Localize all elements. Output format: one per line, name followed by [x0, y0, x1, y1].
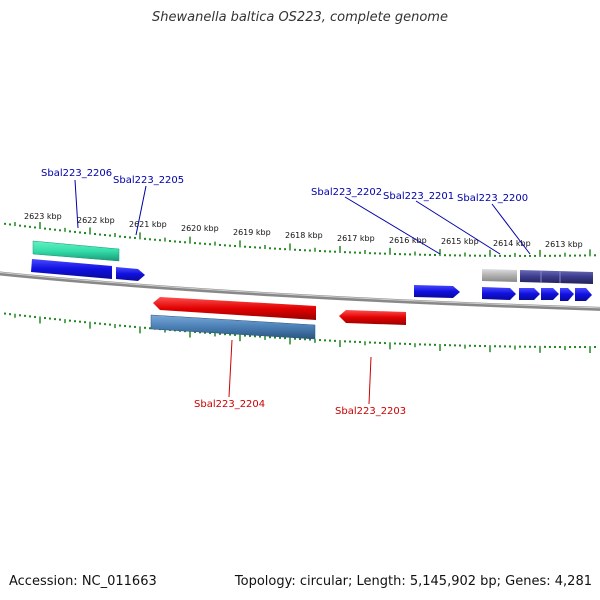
gene-arrow-forward[interactable] [560, 288, 574, 301]
map-title: Shewanella baltica OS223, complete genom… [152, 10, 448, 25]
gene-arrow-forward[interactable] [575, 288, 592, 301]
leader-line [74, 179, 79, 229]
top-scale-ticks [4, 222, 596, 257]
pseudo-gene-feature[interactable] [482, 269, 517, 282]
gene-arrow-sbal223-2206[interactable] [31, 259, 112, 279]
kbp-label: 2620 kbp [181, 224, 219, 233]
gene-label-sbal223-2204[interactable]: Sbal223_2204 [194, 399, 265, 410]
gene-labels: Sbal223_2206 Sbal223_2205 Sbal223_2202 S… [41, 168, 528, 417]
gene-label-sbal223-2202[interactable]: Sbal223_2202 [311, 187, 382, 198]
operon-feature-sbal223-2200[interactable] [520, 270, 593, 284]
kbp-label: 2619 kbp [233, 228, 271, 237]
gene-label-sbal223-2203[interactable]: Sbal223_2203 [335, 406, 406, 417]
kbp-label: 2621 kbp [129, 220, 167, 229]
leader-line [415, 200, 501, 255]
gene-arrow-forward[interactable] [541, 288, 559, 300]
leader-line [135, 185, 147, 236]
gene-label-sbal223-2200[interactable]: Sbal223_2200 [457, 193, 528, 204]
kbp-scale-labels: 2623 kbp 2622 kbp 2621 kbp 2620 kbp 2619… [24, 212, 583, 249]
kbp-label: 2623 kbp [24, 212, 62, 221]
kbp-label: 2614 kbp [493, 239, 531, 248]
gene-label-sbal223-2205[interactable]: Sbal223_2205 [113, 175, 184, 186]
leader-line [228, 339, 233, 398]
kbp-label: 2613 kbp [545, 240, 583, 249]
genome-summary-text: Topology: circular; Length: 5,145,902 bp… [234, 574, 592, 589]
kbp-label: 2615 kbp [441, 237, 479, 246]
gene-arrow-sbal223-2203[interactable] [339, 310, 406, 325]
leader-line [368, 356, 372, 405]
gene-arrow-sbal223-2204[interactable] [153, 297, 316, 320]
leader-line [344, 196, 441, 255]
reverse-strand-features [150, 297, 406, 340]
gene-label-sbal223-2206[interactable]: Sbal223_2206 [41, 168, 112, 179]
rna-gene-feature[interactable] [32, 240, 120, 262]
gene-arrow-forward[interactable] [414, 285, 460, 298]
cds-feature-sbal223-2204[interactable] [150, 314, 316, 340]
genome-backbone [0, 271, 600, 311]
leader-line [491, 203, 531, 255]
gene-label-sbal223-2201[interactable]: Sbal223_2201 [383, 191, 454, 202]
kbp-label: 2617 kbp [337, 234, 375, 243]
gene-arrow-sbal223-2201[interactable] [519, 288, 540, 300]
kbp-label: 2616 kbp [389, 236, 427, 245]
forward-strand-features [31, 240, 593, 301]
bottom-scale-ticks [4, 312, 596, 354]
accession-text: Accession: NC_011663 [9, 574, 157, 589]
gene-arrow-sbal223-2202[interactable] [482, 287, 516, 300]
label-leader-lines [74, 179, 531, 405]
gene-arrow-sbal223-2205[interactable] [116, 267, 145, 281]
genome-backbone-highlight [0, 272, 600, 309]
kbp-label: 2622 kbp [77, 216, 115, 225]
kbp-label: 2618 kbp [285, 231, 323, 240]
